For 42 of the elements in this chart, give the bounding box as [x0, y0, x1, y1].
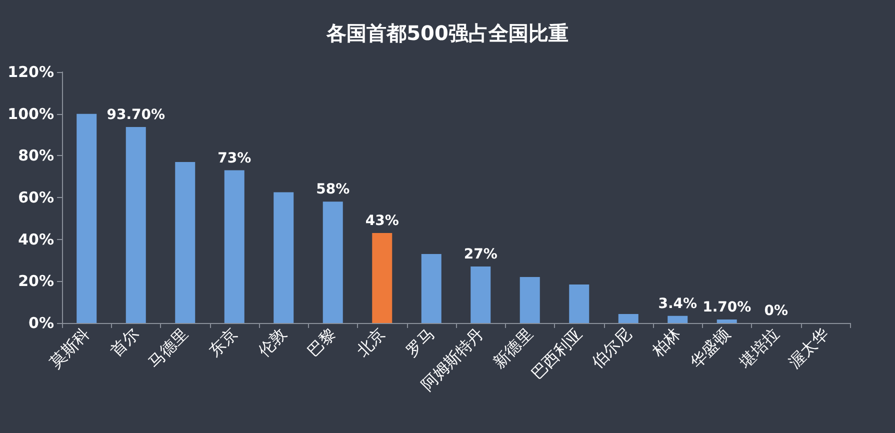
bar [372, 233, 392, 323]
bar [520, 276, 540, 323]
x-tick-label: 罗马 [402, 324, 438, 360]
bar [470, 266, 491, 323]
x-tick-label: 伦敦 [254, 324, 290, 360]
x-tick-label: 马德里 [144, 324, 192, 372]
bar [716, 319, 737, 323]
bar [322, 202, 343, 323]
x-tick-label: 首尔 [106, 324, 143, 360]
data-label: 27% [464, 246, 498, 263]
x-tick-label: 伯尔尼 [587, 324, 636, 372]
bar [175, 162, 196, 323]
y-tick-label: 0% [28, 314, 54, 332]
y-tick-label: 80% [18, 146, 54, 165]
y-tick-label: 20% [18, 272, 54, 290]
x-tick-label: 堪培拉 [734, 324, 783, 372]
bar [274, 192, 294, 323]
bar [618, 314, 638, 323]
data-label: 1.70% [702, 299, 752, 316]
bar [224, 170, 244, 323]
bar [126, 127, 146, 323]
x-tick-label: 柏林 [648, 324, 684, 362]
data-label: 43% [365, 213, 399, 230]
y-tick-label: 120% [8, 63, 54, 81]
x-tick-label: 渥太华 [784, 324, 832, 372]
data-label: 3.4% [658, 296, 698, 312]
x-tick-label: 华盛顿 [686, 324, 734, 372]
y-tick-label: 40% [18, 230, 54, 248]
chart-title: 各国首都500强占全国比重 [326, 21, 568, 45]
bar [668, 316, 688, 323]
x-tick-label: 巴黎 [304, 324, 340, 360]
data-label: 73% [218, 150, 252, 166]
y-tick-label: 60% [18, 188, 54, 206]
x-tick-label: 东京 [205, 324, 242, 360]
bar [421, 254, 442, 323]
bar [76, 114, 97, 323]
bar [569, 284, 590, 323]
data-label: 0% [764, 303, 788, 319]
x-tick-label: 北京 [352, 324, 389, 360]
data-label: 93.70% [106, 107, 166, 124]
y-tick-label: 100% [8, 104, 54, 123]
data-label: 58% [316, 182, 350, 198]
